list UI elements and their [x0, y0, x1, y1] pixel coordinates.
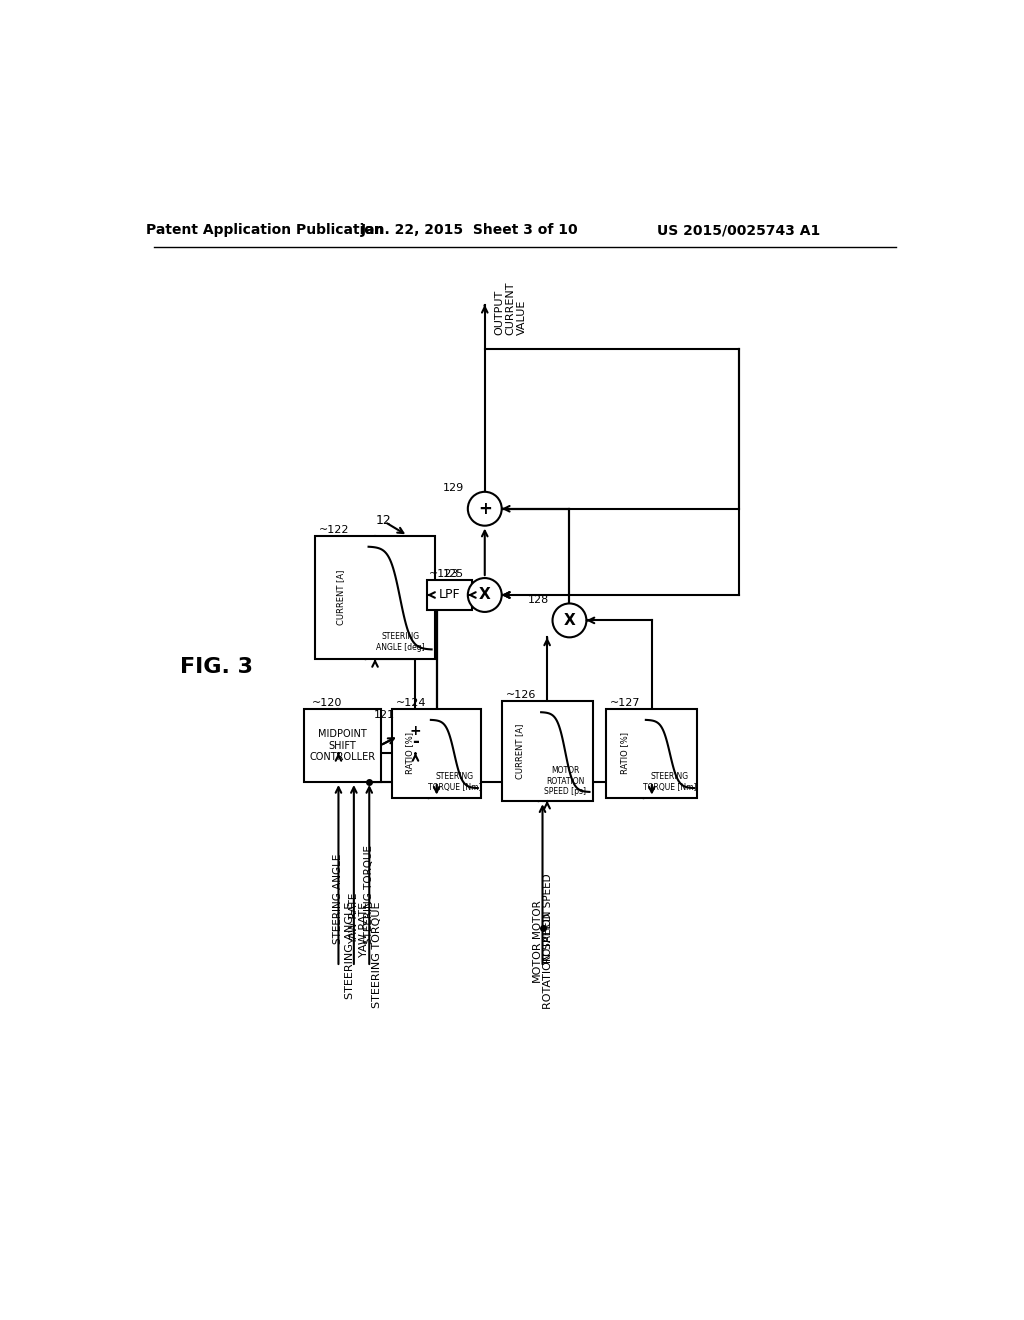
Text: +: + [410, 725, 421, 738]
Bar [502, 701, 593, 801]
Text: -: - [412, 733, 419, 751]
Text: ~122: ~122 [319, 524, 350, 535]
Text: X: X [563, 612, 575, 628]
Circle shape [468, 578, 502, 612]
Text: STEERING
TORQUE [Nm]: STEERING TORQUE [Nm] [428, 772, 481, 792]
Text: RATIO [%]: RATIO [%] [406, 733, 415, 775]
Text: YAW RATE: YAW RATE [349, 892, 358, 944]
Text: Patent Application Publication: Patent Application Publication [146, 223, 384, 238]
Bar [427, 581, 472, 610]
Text: 12: 12 [376, 513, 391, 527]
Text: ~124: ~124 [396, 698, 427, 708]
Text: Jan. 22, 2015  Sheet 3 of 10: Jan. 22, 2015 Sheet 3 of 10 [360, 223, 579, 238]
Text: 121: 121 [374, 710, 394, 721]
Text: STEERING TORQUE: STEERING TORQUE [372, 902, 382, 1008]
Text: STEERING TORQUE: STEERING TORQUE [365, 845, 374, 944]
Text: MOTOR
ROTATION
SPEED [ps]: MOTOR ROTATION SPEED [ps] [545, 767, 587, 796]
Text: +: + [478, 500, 492, 517]
Text: OUTPUT
CURRENT
VALUE: OUTPUT CURRENT VALUE [494, 281, 527, 335]
Text: YAW RATE: YAW RATE [358, 902, 369, 957]
Text: ~127: ~127 [610, 698, 641, 708]
Text: CURRENT [A]: CURRENT [A] [515, 723, 524, 779]
Text: CURRENT [A]: CURRENT [A] [336, 570, 345, 624]
Text: STEERING
TORQUE [Nm]: STEERING TORQUE [Nm] [643, 772, 696, 792]
Text: MOTOR
ROTATION SPEED: MOTOR ROTATION SPEED [531, 913, 553, 1008]
Text: STEERING ANGLE: STEERING ANGLE [334, 854, 343, 944]
Text: ~120: ~120 [311, 698, 342, 708]
Circle shape [468, 492, 502, 525]
Text: 129: 129 [442, 483, 464, 492]
Text: RATIO [%]: RATIO [%] [621, 733, 629, 775]
Bar [606, 709, 697, 797]
Text: LPF: LPF [438, 589, 460, 602]
Bar [304, 709, 381, 781]
Circle shape [553, 603, 587, 638]
Text: US 2015/0025743 A1: US 2015/0025743 A1 [657, 223, 820, 238]
Bar [315, 536, 435, 659]
Text: ~123: ~123 [429, 569, 459, 579]
Circle shape [398, 719, 432, 752]
Text: ~126: ~126 [506, 690, 536, 700]
Text: 128: 128 [527, 594, 549, 605]
Bar [392, 709, 481, 797]
Text: MIDPOINT
SHIFT
CONTROLLER: MIDPOINT SHIFT CONTROLLER [309, 729, 376, 762]
Text: MOTOR
ROTATION SPEED: MOTOR ROTATION SPEED [531, 874, 553, 964]
Text: X: X [479, 587, 490, 602]
Text: FIG. 3: FIG. 3 [180, 656, 253, 677]
Text: STEERING
ANGLE [deg]: STEERING ANGLE [deg] [376, 632, 424, 652]
Text: STEERING ANGLE: STEERING ANGLE [345, 902, 355, 999]
Text: 125: 125 [442, 569, 464, 579]
